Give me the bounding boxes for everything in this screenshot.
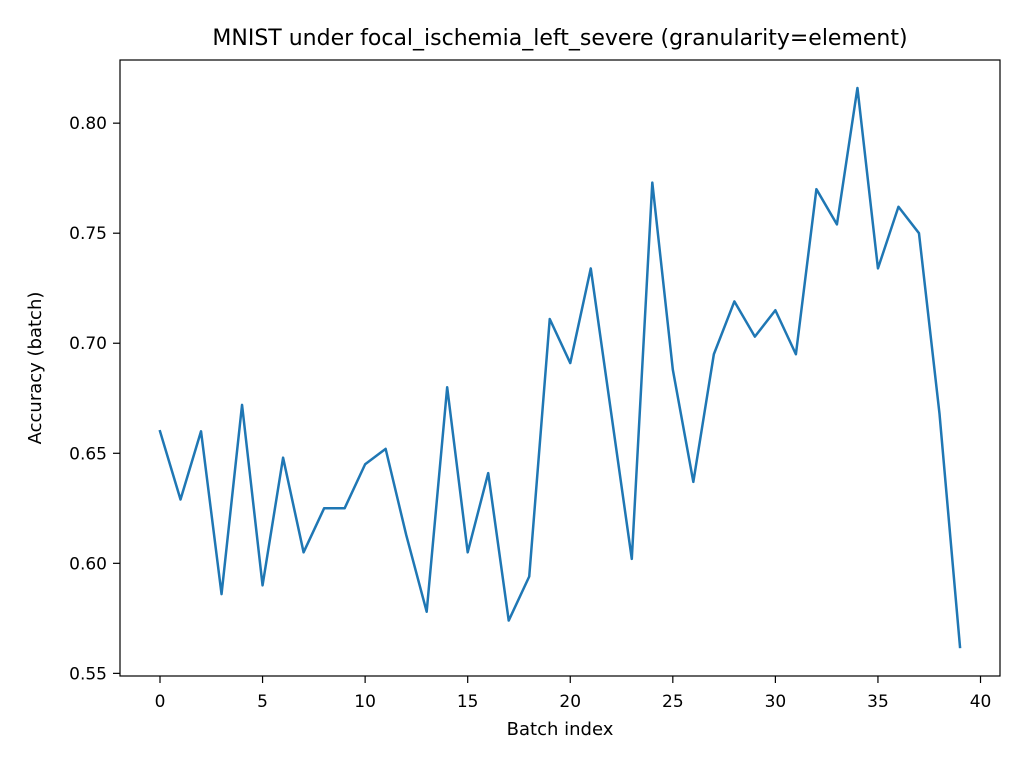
x-tick-label: 10: [354, 692, 376, 712]
y-tick-label: 0.80: [69, 114, 107, 134]
x-tick-label: 15: [457, 692, 479, 712]
x-axis: 0 5 10 15 20 25 30 35 40: [155, 676, 992, 712]
x-tick-label: 35: [867, 692, 889, 712]
y-tick-label: 0.70: [69, 334, 107, 354]
x-tick-label: 5: [257, 692, 268, 712]
series-line: [158, 86, 962, 649]
x-tick-label: 40: [970, 692, 992, 712]
y-axis-label: Accuracy (batch): [25, 292, 46, 445]
x-tick-label: 25: [662, 692, 684, 712]
plot-area: [158, 86, 962, 649]
chart-title: MNIST under focal_ischemia_left_severe (…: [212, 26, 907, 51]
y-axis: 0.55 0.60 0.65 0.70 0.75 0.80: [69, 114, 120, 684]
x-tick-label: 0: [155, 692, 166, 712]
x-tick-label: 20: [559, 692, 581, 712]
plot-frame: [119, 59, 1001, 677]
y-tick-label: 0.75: [69, 224, 107, 244]
x-tick-label: 30: [765, 692, 787, 712]
y-tick-label: 0.60: [69, 554, 107, 574]
y-tick-label: 0.65: [69, 444, 107, 464]
y-tick-label: 0.55: [69, 664, 107, 684]
x-axis-label: Batch index: [507, 719, 614, 740]
